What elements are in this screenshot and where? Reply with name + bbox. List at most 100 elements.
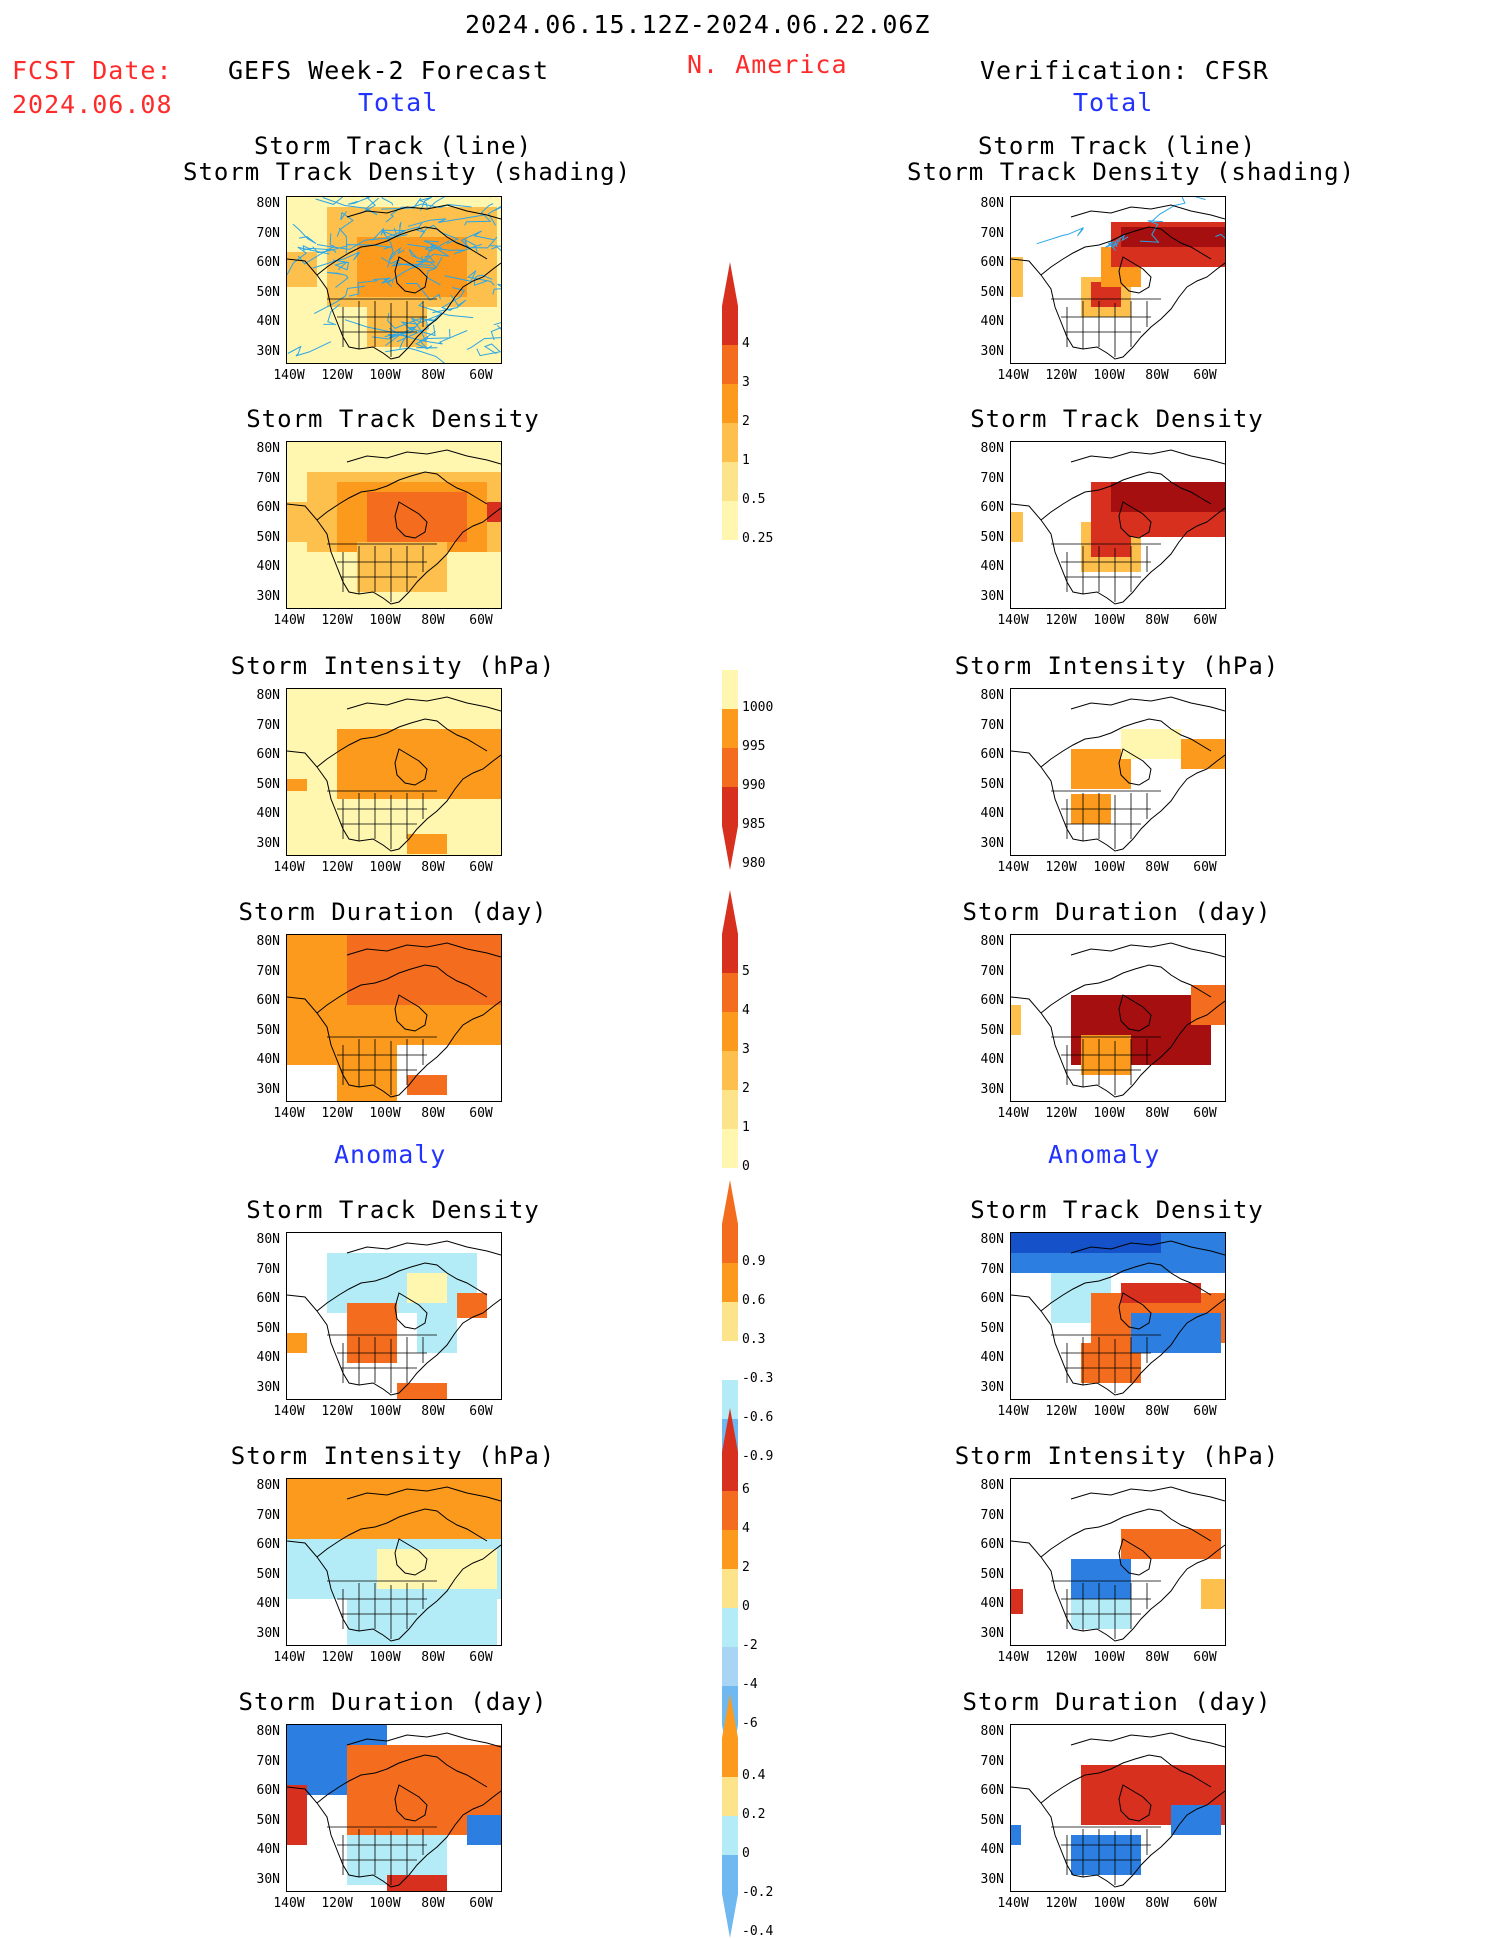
lon-label: 120W bbox=[1045, 1896, 1077, 1911]
lon-label: 60W bbox=[469, 1404, 493, 1419]
panel-title-track-l: Storm Track (line) bbox=[253, 132, 533, 160]
lon-label: 120W bbox=[321, 368, 353, 383]
map-aintensity-l bbox=[286, 1478, 502, 1646]
anomaly-label-right: Anomaly bbox=[1048, 1140, 1161, 1169]
lon-label: 80W bbox=[1145, 613, 1169, 628]
panel-title-aintensity-l: Storm Intensity (hPa) bbox=[230, 1442, 556, 1470]
lat-label: 80N bbox=[980, 196, 1004, 211]
lat-label: 30N bbox=[980, 1379, 1004, 1395]
lat-label: 30N bbox=[980, 1625, 1004, 1641]
lon-label: 120W bbox=[1045, 1106, 1077, 1121]
fcst-date-value: 2024.06.08 bbox=[12, 90, 173, 119]
lat-label: 70N bbox=[256, 225, 280, 241]
lat-label: 70N bbox=[256, 717, 280, 733]
lat-label: 40N bbox=[256, 559, 280, 574]
lat-label: 30N bbox=[256, 343, 280, 359]
lon-label: 80W bbox=[421, 1896, 445, 1911]
colorbar-duration_total bbox=[722, 890, 738, 1168]
lat-label: 60N bbox=[256, 500, 280, 515]
lat-label: 40N bbox=[256, 1052, 280, 1067]
lon-label: 120W bbox=[1045, 613, 1077, 628]
lon-label: 100W bbox=[1093, 613, 1125, 628]
lat-label: 60N bbox=[980, 1537, 1004, 1552]
colorbar-tick-label: 0.6 bbox=[742, 1293, 766, 1308]
lon-label: 120W bbox=[321, 1106, 353, 1121]
lon-label: 120W bbox=[1045, 368, 1077, 383]
colorbar-tick-label: 990 bbox=[742, 778, 766, 793]
colorbar-arrow-up bbox=[722, 1408, 738, 1452]
lat-label: 40N bbox=[256, 1596, 280, 1611]
panel-title-intensity-l: Storm Intensity (hPa) bbox=[230, 652, 556, 680]
lon-label: 140W bbox=[997, 368, 1029, 383]
colorbar-tick-label: -0.6 bbox=[742, 1410, 774, 1425]
panel-title-intensity-r: Storm Intensity (hPa) bbox=[954, 652, 1280, 680]
lat-label: 50N bbox=[980, 284, 1004, 300]
lon-label: 60W bbox=[469, 368, 493, 383]
colorbar-tick-label: 0 bbox=[742, 1599, 750, 1614]
lat-label: 80N bbox=[256, 934, 280, 949]
lon-label: 80W bbox=[1145, 1404, 1169, 1419]
lat-label: 50N bbox=[256, 1566, 280, 1582]
lat-label: 40N bbox=[980, 1350, 1004, 1365]
lon-label: 60W bbox=[469, 860, 493, 875]
lon-label: 60W bbox=[1193, 613, 1217, 628]
lat-label: 70N bbox=[980, 963, 1004, 979]
lon-label: 100W bbox=[369, 1106, 401, 1121]
panel-title-density-l: Storm Track Density bbox=[246, 405, 540, 433]
lat-label: 40N bbox=[980, 559, 1004, 574]
panel-title-adensity-l: Storm Track Density bbox=[246, 1196, 540, 1224]
lat-label: 80N bbox=[256, 1724, 280, 1739]
lon-label: 120W bbox=[321, 1404, 353, 1419]
lat-label: 40N bbox=[980, 1842, 1004, 1857]
colorbar-tick-label: 1000 bbox=[742, 700, 774, 715]
lat-label: 40N bbox=[980, 314, 1004, 329]
colorbar-arrow-up bbox=[722, 1180, 738, 1224]
map-duration-r bbox=[1010, 934, 1226, 1102]
map-density-l bbox=[286, 441, 502, 609]
lat-label: 40N bbox=[256, 314, 280, 329]
lat-label: 80N bbox=[980, 934, 1004, 949]
colorbar-tick-label: 4 bbox=[742, 1003, 750, 1018]
lon-label: 80W bbox=[1145, 368, 1169, 383]
total-label-left: Total bbox=[358, 88, 439, 117]
colorbar-tick-label: 0.4 bbox=[742, 1768, 766, 1783]
lon-label: 140W bbox=[273, 1106, 305, 1121]
panel-title-track-r-2: Storm Track Density (shading) bbox=[907, 158, 1356, 186]
lon-label: 120W bbox=[1045, 1404, 1077, 1419]
colorbar-tick-label: 0 bbox=[742, 1159, 750, 1174]
lon-label: 60W bbox=[469, 1106, 493, 1121]
lat-label: 80N bbox=[256, 1478, 280, 1493]
lon-label: 80W bbox=[421, 1106, 445, 1121]
lon-label: 60W bbox=[1193, 368, 1217, 383]
lon-label: 120W bbox=[1045, 860, 1077, 875]
colorbar-density_total bbox=[722, 262, 738, 579]
lon-label: 100W bbox=[1093, 1650, 1125, 1665]
colorbar-tick-label: -4 bbox=[742, 1677, 758, 1692]
colorbar-tick-label: 4 bbox=[742, 336, 750, 351]
lon-label: 60W bbox=[1193, 860, 1217, 875]
lat-label: 30N bbox=[256, 1081, 280, 1097]
panel-title-track-r: Storm Track (line) bbox=[977, 132, 1257, 160]
lat-label: 50N bbox=[256, 284, 280, 300]
colorbar-tick-label: -0.9 bbox=[742, 1449, 774, 1464]
colorbar-tick-label: 0.25 bbox=[742, 531, 774, 546]
lat-label: 80N bbox=[256, 196, 280, 211]
right-column-title: Verification: CFSR bbox=[980, 56, 1269, 85]
anomaly-label-left: Anomaly bbox=[334, 1140, 447, 1169]
colorbar-tick-label: 2 bbox=[742, 1560, 750, 1575]
panel-title-aduration-r: Storm Duration (day) bbox=[962, 1688, 1272, 1716]
lat-label: 60N bbox=[256, 1537, 280, 1552]
lat-label: 70N bbox=[256, 470, 280, 486]
map-track-r bbox=[1010, 196, 1226, 364]
colorbar-tick-label: 5 bbox=[742, 964, 750, 979]
lat-label: 70N bbox=[980, 717, 1004, 733]
map-intensity-l bbox=[286, 688, 502, 856]
lat-label: 50N bbox=[256, 1320, 280, 1336]
lat-label: 60N bbox=[980, 500, 1004, 515]
lat-label: 60N bbox=[980, 255, 1004, 270]
lat-label: 50N bbox=[256, 1812, 280, 1828]
panel-title-track-l-2: Storm Track Density (shading) bbox=[183, 158, 632, 186]
colorbar-arrow-down bbox=[722, 1894, 738, 1938]
lon-label: 100W bbox=[369, 368, 401, 383]
lon-label: 100W bbox=[1093, 1106, 1125, 1121]
